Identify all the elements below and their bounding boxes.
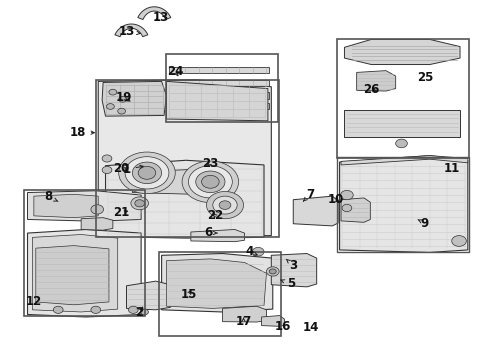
Text: 20: 20 [113, 162, 129, 175]
Polygon shape [132, 169, 232, 194]
Polygon shape [27, 229, 141, 317]
Polygon shape [340, 156, 467, 165]
Polygon shape [339, 156, 467, 252]
Bar [336, 157, 468, 252]
Polygon shape [138, 7, 170, 19]
Circle shape [131, 197, 148, 210]
Circle shape [106, 104, 114, 109]
Bar [166, 54, 277, 122]
Text: 7: 7 [303, 188, 314, 201]
Text: 14: 14 [303, 321, 319, 334]
Circle shape [206, 192, 243, 219]
Polygon shape [102, 81, 166, 116]
Circle shape [340, 190, 352, 200]
Circle shape [119, 96, 126, 102]
Circle shape [132, 162, 161, 184]
Circle shape [212, 196, 237, 214]
Text: 16: 16 [274, 320, 290, 333]
Text: 5: 5 [281, 278, 294, 291]
Polygon shape [36, 246, 109, 305]
Text: 13: 13 [118, 25, 140, 38]
Polygon shape [161, 253, 272, 312]
Polygon shape [105, 160, 264, 238]
Text: 11: 11 [443, 162, 459, 175]
Text: 13: 13 [152, 12, 168, 24]
Bar [24, 190, 144, 316]
Polygon shape [166, 259, 266, 309]
Polygon shape [356, 71, 395, 91]
Bar [168, 103, 268, 109]
Text: 25: 25 [416, 71, 432, 84]
Circle shape [138, 166, 156, 179]
Circle shape [195, 171, 224, 193]
Bar [336, 40, 468, 158]
Text: 9: 9 [417, 216, 428, 230]
Text: 4: 4 [245, 245, 257, 258]
Polygon shape [271, 253, 316, 287]
Circle shape [102, 166, 112, 174]
Text: 23: 23 [202, 157, 218, 170]
Circle shape [125, 157, 168, 189]
Circle shape [135, 200, 144, 207]
Polygon shape [126, 281, 170, 310]
Polygon shape [32, 234, 118, 312]
Circle shape [119, 152, 175, 194]
Circle shape [141, 309, 148, 315]
Polygon shape [261, 316, 284, 326]
Circle shape [109, 89, 117, 95]
Bar [96, 80, 278, 237]
Circle shape [395, 139, 407, 148]
Polygon shape [293, 196, 337, 226]
Text: 26: 26 [363, 83, 379, 96]
Circle shape [252, 247, 264, 256]
Circle shape [53, 306, 63, 314]
Text: 19: 19 [115, 91, 131, 104]
Polygon shape [340, 198, 369, 222]
Circle shape [451, 235, 466, 246]
Bar [168, 92, 268, 99]
Circle shape [188, 166, 232, 198]
Text: 15: 15 [180, 288, 196, 301]
Text: 22: 22 [207, 210, 223, 222]
Text: 8: 8 [44, 190, 58, 203]
Circle shape [201, 175, 219, 188]
Circle shape [219, 201, 230, 210]
Text: 21: 21 [113, 206, 129, 219]
Polygon shape [190, 229, 244, 242]
Polygon shape [81, 218, 113, 230]
Circle shape [341, 204, 351, 212]
Circle shape [128, 306, 138, 314]
Text: 17: 17 [235, 315, 251, 328]
Bar [168, 67, 268, 73]
Bar [159, 252, 281, 336]
Polygon shape [222, 306, 266, 322]
Circle shape [269, 269, 276, 274]
Circle shape [266, 267, 279, 276]
Text: 24: 24 [167, 65, 183, 78]
Text: 10: 10 [327, 193, 344, 206]
Polygon shape [344, 110, 459, 137]
Circle shape [91, 306, 101, 314]
Polygon shape [27, 191, 141, 221]
Bar [168, 80, 268, 86]
Text: 2: 2 [135, 306, 143, 319]
Circle shape [118, 108, 125, 114]
Text: 18: 18 [69, 126, 94, 139]
Polygon shape [166, 81, 267, 121]
Circle shape [182, 161, 238, 203]
Text: 12: 12 [26, 296, 42, 309]
Circle shape [91, 205, 103, 214]
Polygon shape [115, 24, 147, 37]
Polygon shape [98, 80, 271, 237]
Text: 6: 6 [203, 226, 217, 239]
Text: 1: 1 [122, 163, 143, 176]
Polygon shape [344, 40, 459, 64]
Circle shape [102, 155, 112, 162]
Polygon shape [34, 194, 98, 218]
Text: 3: 3 [286, 259, 297, 272]
